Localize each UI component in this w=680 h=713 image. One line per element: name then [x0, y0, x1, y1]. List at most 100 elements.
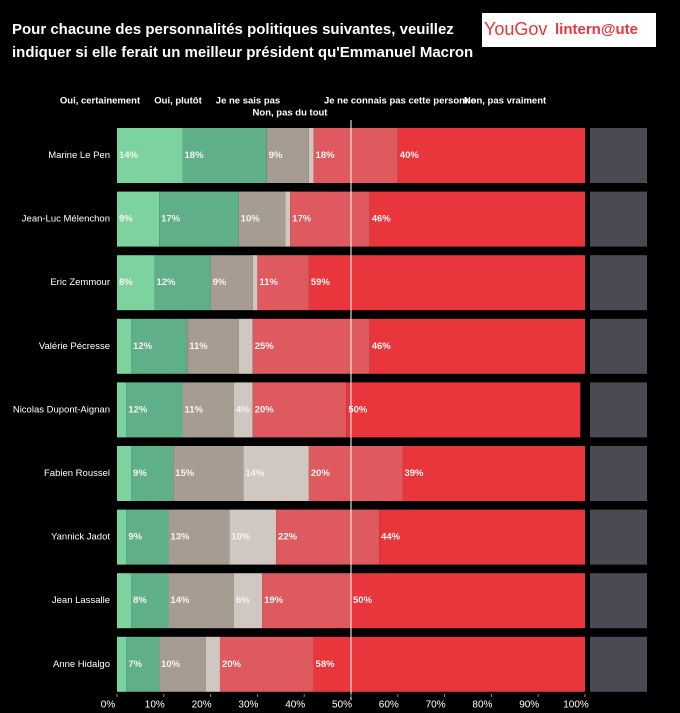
bar-segment	[276, 509, 380, 565]
value-label: 10%	[161, 659, 181, 670]
value-label: 7%	[128, 659, 142, 670]
bar-segment	[131, 446, 174, 501]
value-label: 22%	[278, 532, 298, 543]
value-label: 15%	[175, 468, 195, 479]
bar-segment	[117, 318, 132, 374]
title-box: Pour chacune des personnalités politique…	[12, 21, 474, 61]
value-label: 12%	[133, 341, 153, 352]
legend-label: Je ne connais pas cette personne	[324, 96, 476, 107]
value-label: 17%	[292, 214, 312, 225]
value-label: 18%	[185, 150, 205, 161]
value-label: 9%	[213, 277, 227, 288]
bar-segment	[262, 573, 351, 629]
logo: YouGov	[484, 19, 547, 39]
value-label: 10%	[231, 532, 251, 543]
bar-segment	[168, 509, 230, 565]
photo	[590, 128, 647, 183]
bar-segment	[285, 191, 291, 247]
bar-segment	[117, 636, 127, 692]
bar-segment	[126, 509, 169, 565]
value-label: 20%	[311, 468, 331, 479]
value-label: 11%	[189, 341, 208, 352]
bar-segment	[234, 573, 263, 629]
photo	[590, 573, 647, 629]
value-label: 14%	[245, 468, 265, 479]
category-label: Fabien Roussel	[44, 468, 110, 479]
value-label: 9%	[269, 150, 283, 161]
x-tick-label: 20%	[192, 700, 212, 711]
photo	[590, 446, 647, 501]
category-label: Valérie Pécresse	[39, 341, 110, 352]
value-label: 11%	[185, 404, 204, 415]
value-label: 20%	[222, 659, 242, 670]
category-label: Eric Zemmour	[50, 277, 110, 288]
bar-segment	[266, 128, 309, 183]
x-tick-label: 90%	[519, 700, 539, 711]
bar-segment	[369, 191, 585, 247]
photo	[590, 636, 647, 692]
bar-segment	[159, 191, 239, 247]
bar-segment	[397, 128, 585, 183]
category-label: Nicolas Dupont-Aignan	[13, 404, 110, 415]
bar-segment	[117, 446, 132, 501]
value-label: 14%	[119, 150, 139, 161]
bar-segment	[187, 318, 239, 374]
value-label: 17%	[161, 214, 181, 225]
value-label: 12%	[128, 404, 148, 415]
bar-segment	[243, 446, 309, 501]
logo-box	[482, 13, 656, 47]
photo	[590, 255, 647, 311]
category-label: Marine Le Pen	[48, 150, 110, 161]
value-label: 46%	[372, 341, 392, 352]
x-tick-label: 30%	[238, 700, 258, 711]
x-tick-label: 70%	[426, 700, 446, 711]
x-tick-label: 10%	[145, 700, 165, 711]
bar-segment	[369, 318, 585, 374]
value-label: 44%	[381, 532, 401, 543]
value-label: 39%	[404, 468, 424, 479]
bar-segment	[131, 318, 188, 374]
bar-segment	[379, 509, 585, 565]
category-label: Jean Lassalle	[52, 595, 110, 606]
bar-segment	[290, 191, 370, 247]
bar-segment	[126, 382, 183, 438]
bar-segment	[159, 636, 206, 692]
value-label: 10%	[241, 214, 261, 225]
x-tick-label: 40%	[285, 700, 305, 711]
value-label: 18%	[316, 150, 336, 161]
bar-segment	[308, 446, 403, 501]
photo	[590, 509, 647, 565]
value-label: 9%	[119, 214, 133, 225]
bar-segment	[346, 382, 581, 438]
bar-segment	[252, 382, 347, 438]
bar-segment	[234, 382, 253, 438]
value-label: 25%	[255, 341, 275, 352]
value-label: 19%	[264, 595, 284, 606]
legend-label: Oui, plutôt	[154, 96, 202, 107]
bar-segment	[182, 382, 234, 438]
bar-segment	[238, 191, 286, 247]
photo	[590, 382, 647, 438]
chart-title: Pour chacune des personnalités politique…	[12, 21, 474, 61]
bar-segment	[238, 318, 253, 374]
value-label: 50%	[353, 595, 373, 606]
value-label: 8%	[133, 595, 147, 606]
bar-segment	[351, 573, 585, 629]
bar-segment	[308, 128, 314, 183]
value-label: 59%	[311, 277, 331, 288]
bar-segment	[131, 573, 169, 629]
value-label: 13%	[170, 532, 190, 543]
bar-segment	[402, 446, 585, 501]
value-label: 58%	[316, 659, 336, 670]
value-label: 50%	[348, 404, 368, 415]
photo	[590, 318, 647, 374]
bar-segment	[168, 573, 234, 629]
category-label: Jean-Luc Mélenchon	[22, 214, 110, 225]
bar-segment	[117, 382, 127, 438]
category-label: Anne Hidalgo	[53, 659, 110, 670]
bar-segment	[308, 255, 585, 311]
bar-segment	[210, 255, 253, 311]
category-label: Yannick Jadot	[51, 532, 110, 543]
